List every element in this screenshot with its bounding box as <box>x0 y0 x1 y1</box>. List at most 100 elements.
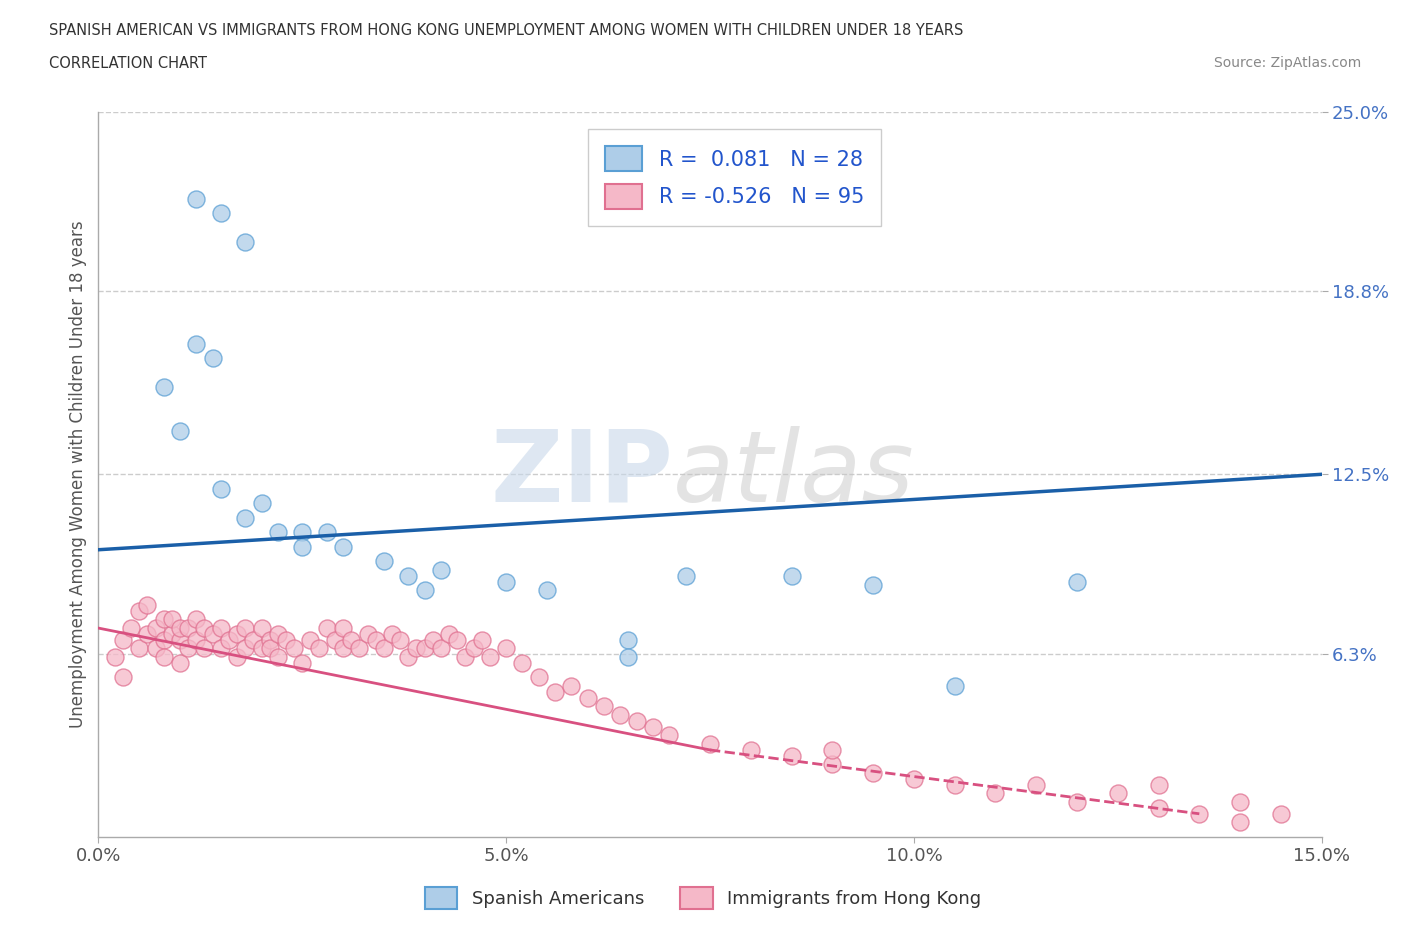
Point <box>209 641 232 656</box>
Point <box>152 650 174 665</box>
Point <box>1147 777 1170 792</box>
Point <box>226 627 249 642</box>
Point <box>160 627 183 642</box>
Point <box>323 632 346 647</box>
Point <box>512 656 534 671</box>
Point <box>641 719 664 734</box>
Point <box>821 742 844 757</box>
Point <box>186 192 208 206</box>
Point <box>145 620 167 635</box>
Point <box>128 641 150 656</box>
Point <box>267 627 290 642</box>
Point <box>658 728 681 743</box>
Point <box>1147 801 1170 816</box>
Point <box>1066 574 1088 589</box>
Point <box>381 627 404 642</box>
Point <box>478 650 501 665</box>
Point <box>593 699 616 714</box>
Text: Source: ZipAtlas.com: Source: ZipAtlas.com <box>1213 56 1361 70</box>
Point <box>209 206 232 220</box>
Point <box>413 583 436 598</box>
Point <box>186 337 208 352</box>
Point <box>291 539 314 554</box>
Point <box>104 650 127 665</box>
Point <box>1229 815 1251 830</box>
Point <box>544 684 567 699</box>
Point <box>315 620 337 635</box>
Point <box>536 583 558 598</box>
Point <box>259 641 281 656</box>
Point <box>299 632 322 647</box>
Y-axis label: Unemployment Among Women with Children Under 18 years: Unemployment Among Women with Children U… <box>69 220 87 728</box>
Point <box>128 604 150 618</box>
Point <box>169 632 191 647</box>
Legend: Spanish Americans, Immigrants from Hong Kong: Spanish Americans, Immigrants from Hong … <box>418 880 988 916</box>
Point <box>152 612 174 627</box>
Point <box>821 757 844 772</box>
Point <box>177 641 200 656</box>
Point <box>250 620 273 635</box>
Point <box>349 641 371 656</box>
Point <box>152 379 174 394</box>
Point <box>120 620 142 635</box>
Point <box>186 632 208 647</box>
Point <box>463 641 485 656</box>
Point <box>267 525 290 539</box>
Point <box>626 713 648 728</box>
Point <box>315 525 337 539</box>
Point <box>943 777 966 792</box>
Point <box>405 641 427 656</box>
Point <box>862 765 884 780</box>
Point <box>430 641 453 656</box>
Point <box>862 578 884 592</box>
Point <box>446 632 468 647</box>
Point <box>389 632 412 647</box>
Point <box>617 650 640 665</box>
Point <box>193 620 215 635</box>
Point <box>1066 795 1088 810</box>
Point <box>308 641 330 656</box>
Point <box>740 742 762 757</box>
Point <box>201 351 224 365</box>
Point <box>201 627 224 642</box>
Point <box>332 539 354 554</box>
Point <box>780 749 803 764</box>
Point <box>340 632 363 647</box>
Point <box>364 632 387 647</box>
Point <box>291 525 314 539</box>
Point <box>233 620 256 635</box>
Point <box>495 574 517 589</box>
Point <box>152 632 174 647</box>
Point <box>226 650 249 665</box>
Point <box>160 612 183 627</box>
Point <box>233 641 256 656</box>
Point <box>984 786 1007 801</box>
Text: CORRELATION CHART: CORRELATION CHART <box>49 56 207 71</box>
Point <box>177 620 200 635</box>
Point <box>169 656 191 671</box>
Point <box>267 650 290 665</box>
Point <box>560 679 582 694</box>
Point <box>332 620 354 635</box>
Point <box>332 641 354 656</box>
Point <box>454 650 477 665</box>
Point <box>209 482 232 497</box>
Point <box>373 554 395 569</box>
Point <box>373 641 395 656</box>
Point <box>136 597 159 612</box>
Point <box>209 620 232 635</box>
Point <box>242 632 264 647</box>
Point <box>169 620 191 635</box>
Point <box>780 568 803 583</box>
Point <box>283 641 305 656</box>
Point <box>422 632 444 647</box>
Point <box>609 708 631 723</box>
Point <box>250 496 273 511</box>
Point <box>136 627 159 642</box>
Point <box>943 679 966 694</box>
Text: ZIP: ZIP <box>491 426 673 523</box>
Point <box>169 423 191 438</box>
Point <box>699 737 721 751</box>
Point <box>233 511 256 525</box>
Point <box>1229 795 1251 810</box>
